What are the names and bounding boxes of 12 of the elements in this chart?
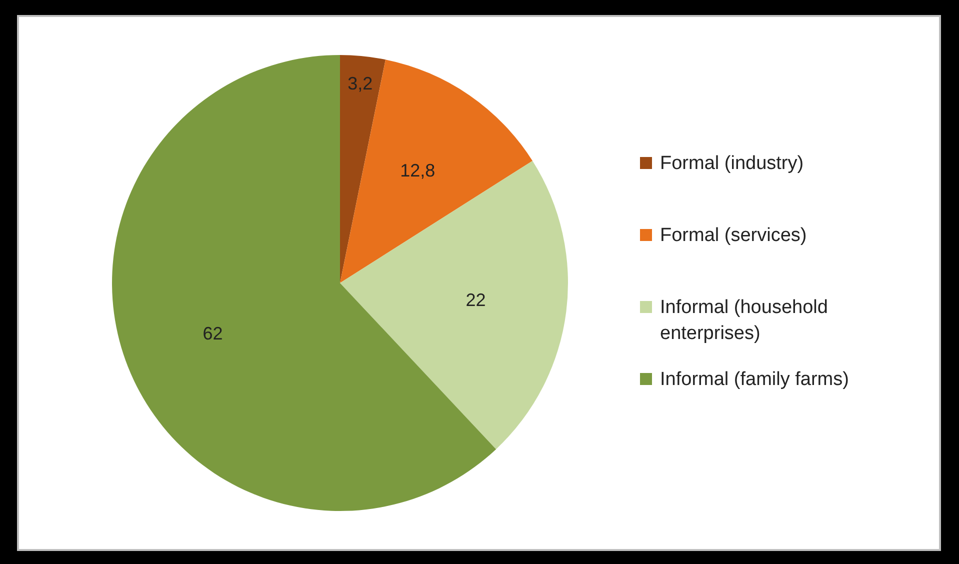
legend-label: Informal (household enterprises) [660, 296, 828, 344]
pie-slice [112, 55, 496, 511]
data-label: 22 [466, 290, 486, 310]
legend-label: Informal (family farms) [660, 368, 849, 390]
pie-slice [340, 160, 568, 450]
data-label: 12,8 [400, 160, 436, 180]
pie-slice [340, 60, 533, 283]
legend-label: Formal (industry) [660, 152, 804, 174]
pie-slice [340, 55, 386, 283]
data-label: 62 [202, 323, 223, 344]
data-label: 3,2 [348, 73, 373, 94]
legend-label: Formal (services) [660, 224, 807, 246]
